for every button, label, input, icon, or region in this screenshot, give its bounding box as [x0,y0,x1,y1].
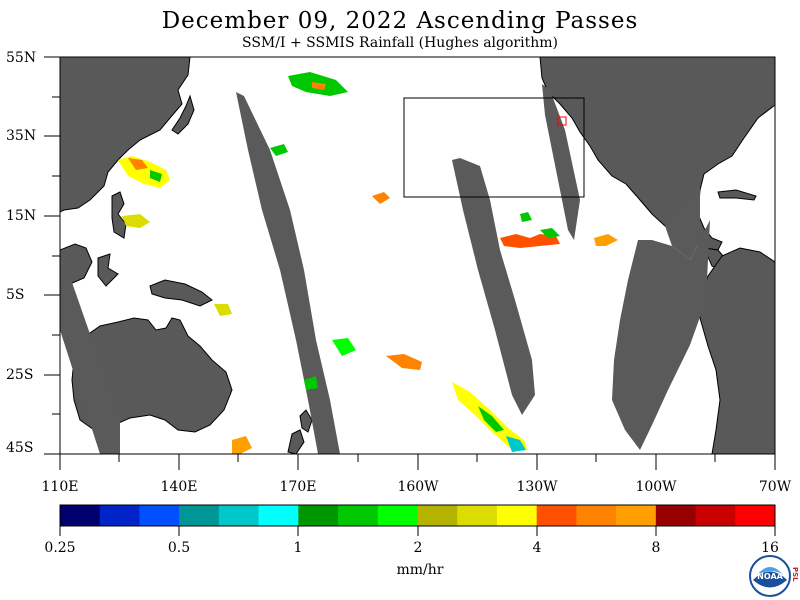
swath-gap-3 [452,158,535,415]
land-new-guinea [149,279,213,307]
colorbar-cell-16 [695,505,736,526]
rain-patch-coral-sea [214,304,232,316]
colorbar [60,505,776,526]
colorbar-cell-6 [298,505,339,526]
colorbar-cell-12 [536,505,577,526]
colorbar-label-0-5: 0.5 [167,540,191,556]
map-title: December 09, 2022 Ascending Passes [161,8,639,34]
colorbar-cell-10 [457,505,498,526]
swath-gap-1 [60,248,120,454]
colorbar-label-1: 1 [293,540,303,556]
lat-label-15n: 15N [6,208,37,224]
colorbar-units: mm/hr [396,562,444,578]
rain-patch-south-pacific-band-core [478,406,504,432]
colorbar-cell-14 [616,505,657,526]
lon-label-70w: 70W [758,479,792,495]
rain-patch-itcz-1 [500,234,560,248]
colorbar-label-8: 8 [651,540,661,556]
region-marker [557,116,567,126]
swath-gap-4 [542,84,580,240]
land-cuba [717,189,757,201]
swath-gap-5 [612,220,710,450]
rain-patch-asia-coast-core [128,158,148,170]
colorbar-cell-0 [60,505,101,526]
colorbar-cell-4 [218,505,260,526]
lat-label-45s: 45S [6,440,34,456]
rain-patch-mexico [520,212,532,222]
lon-label-170e: 170E [279,479,317,495]
rain-patch-itcz-1-green [540,228,560,238]
rain-patch-south-pacific-blue [506,436,526,452]
land-philippines [111,191,127,239]
region-box [403,97,585,198]
colorbar-cell-13 [576,505,617,526]
colorbar-label-4: 4 [532,540,542,556]
rain-patch-asia-coast-green [150,170,162,182]
rainfall-patches [118,72,618,454]
rain-patch-south-pacific [386,354,422,370]
colorbar-label-0-25: 0.25 [44,540,76,556]
lon-label-160w: 160W [397,479,439,495]
noaa-logo-text: NOAA [757,572,783,581]
rain-patch-new-zealand [304,376,318,390]
rain-patch-west-pacific [122,214,150,228]
noaa-logo-icon: NOAA PSL [749,555,799,597]
lon-label-130w: 130W [516,479,558,495]
rain-patch-north-pacific-core [312,82,326,90]
colorbar-ticks [59,526,776,536]
rain-patch-south-pacific-green [332,338,356,356]
colorbar-label-16: 16 [761,540,779,556]
lon-label-140e: 140E [160,479,198,495]
colorbar-cell-1 [99,505,140,526]
land-japan [171,94,195,135]
lat-label-5s: 5S [6,287,25,303]
rain-patch-central [372,192,390,204]
colorbar-cell-5 [258,505,299,526]
rain-patch-itcz-2 [594,234,618,246]
land-new-zealand [299,409,313,433]
colorbar-cell-2 [139,505,180,526]
lat-label-55n: 55N [6,50,37,66]
swath-gap-6 [665,188,700,260]
colorbar-cell-17 [735,505,776,526]
lat-label-25s: 25S [6,367,34,383]
lon-label-110e: 110E [41,479,79,495]
lat-label-35n: 35N [6,128,37,144]
colorbar-cell-8 [377,505,418,526]
land-new-zealand-south [287,429,305,454]
land-asia [60,57,191,213]
swath-gaps [60,84,710,454]
rain-patch-asia-coast [118,156,170,188]
colorbar-cell-11 [496,505,538,526]
swath-gap-2 [236,92,340,454]
colorbar-label-2: 2 [413,540,423,556]
colorbar-cell-3 [179,505,220,526]
land-south-america [699,247,775,454]
rain-patch-tasman [232,436,252,454]
colorbar-cell-9 [417,505,458,526]
lon-label-100w: 100W [635,479,677,495]
land-sulawesi [97,253,119,287]
colorbar-cell-15 [655,505,697,526]
colorbar-cell-7 [338,505,379,526]
map-subtitle: SSM/I + SSMIS Rainfall (Hughes algorithm… [242,35,558,51]
axis-ticks [44,56,776,470]
psl-logo-text: PSL [791,567,799,582]
rain-patch-pacific-small [270,144,288,156]
